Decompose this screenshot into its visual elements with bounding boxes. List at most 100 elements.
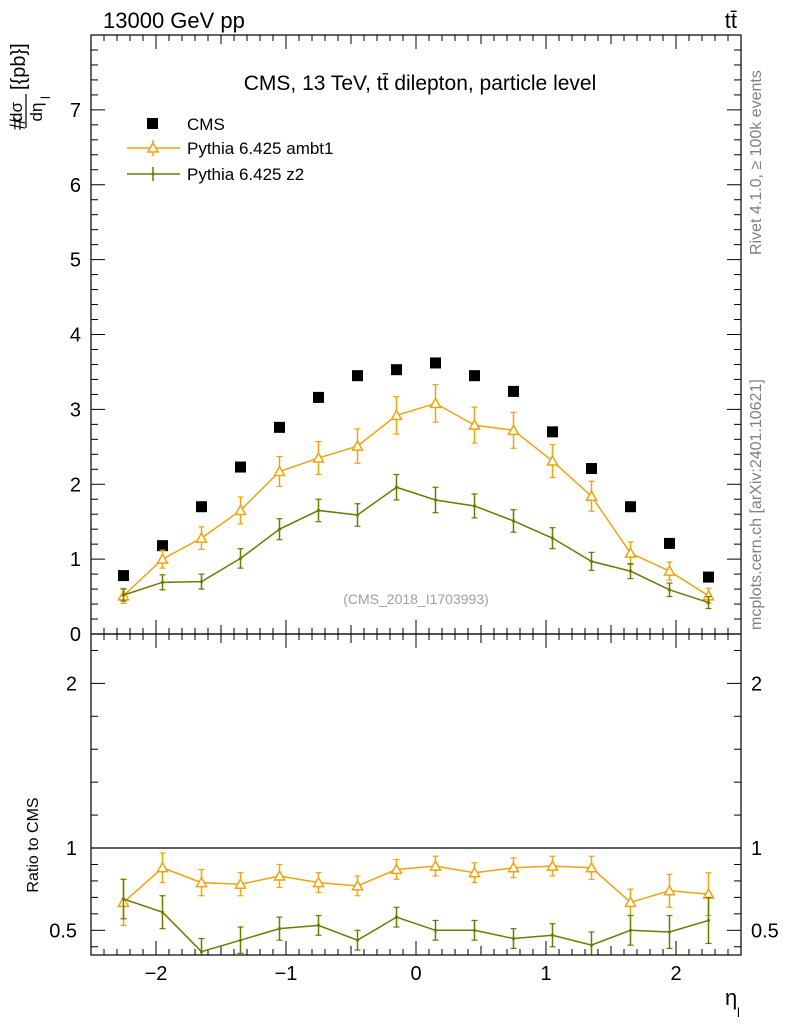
data-point	[273, 464, 286, 477]
ratio-point	[429, 859, 442, 871]
data-point	[118, 570, 129, 582]
x-axis-label: η l	[725, 985, 740, 1020]
main-y-tick-label: 0	[70, 624, 81, 646]
ratio-point	[277, 927, 282, 931]
ratio-point	[156, 861, 169, 873]
ratio-frame	[90, 633, 742, 956]
ratio-point	[160, 910, 165, 914]
ratio-y-tick-label-right: 0.5	[751, 920, 779, 942]
main-y-tick-label: 4	[70, 325, 81, 347]
ratio-point	[351, 879, 364, 891]
ratio-point	[234, 877, 247, 889]
data-point	[157, 540, 168, 552]
ratio-point	[624, 895, 637, 908]
data-point	[160, 580, 165, 584]
data-point	[433, 498, 438, 502]
legend-entry-cms: CMS	[147, 115, 225, 134]
ratio-point	[628, 928, 633, 932]
main-y-tick-label: 3	[70, 399, 81, 421]
data-point	[585, 489, 598, 501]
ratio-point	[511, 936, 516, 941]
data-point	[624, 546, 637, 558]
x-tick-label: 2	[670, 963, 681, 985]
y-label-numerator: dσ	[7, 102, 26, 122]
data-point	[313, 391, 324, 403]
ratio-y-tick-label-right: 1	[751, 838, 762, 860]
energy-label: 13000 GeV pp	[103, 8, 245, 33]
data-point	[352, 370, 363, 382]
ratio-point	[507, 861, 520, 873]
legend-cms-marker	[147, 118, 158, 129]
main-panel: 0 1 2 3 4 5 6 7 CMS, 13 TeV, tt̄ dilepton, part…	[5, 34, 742, 955]
ratio-point	[550, 933, 555, 937]
ratio-point	[663, 884, 676, 896]
data-point	[238, 556, 243, 560]
legend-ambt1-label: Pythia 6.425 ambt1	[187, 139, 333, 158]
y-label-hash: #	[5, 117, 30, 130]
ratio-y-tick-label: 2	[66, 673, 77, 695]
ratio-point	[273, 869, 286, 881]
data-point	[121, 593, 126, 597]
data-point	[312, 451, 325, 463]
y-label-denominator: dη	[27, 103, 46, 122]
main-y-label: # dσ dη l [{pb}]	[5, 43, 53, 130]
watermark: (CMS_2018_I1703993)	[343, 591, 489, 607]
data-point	[391, 364, 402, 376]
series-dot	[120, 473, 712, 610]
ratio-y-tick-label-right: 2	[751, 673, 762, 695]
x-tick-label: −1	[275, 963, 298, 985]
data-point	[703, 571, 714, 583]
ratio-point	[238, 938, 243, 942]
x-label-symbol: η	[725, 985, 737, 1010]
legend-ambt1-marker	[146, 141, 160, 153]
ratio-point	[589, 943, 594, 947]
main-y-tick-label: 1	[70, 549, 81, 571]
data-point	[156, 552, 169, 564]
process-label: tt̄	[725, 8, 737, 33]
data-point	[394, 485, 399, 489]
ratio-panel: 0.5 0.5 1 1 2 2 −2 −1 0 1 2 Ratio to CMS η l	[25, 633, 779, 1020]
ratio-point	[433, 928, 438, 932]
ratio-point	[585, 861, 598, 873]
data-point	[706, 600, 711, 605]
x-tick-label: −2	[145, 963, 168, 985]
ratio-y-label: Ratio to CMS	[25, 797, 42, 892]
legend-entry-z2: Pythia 6.425 z2	[127, 165, 304, 184]
ratio-point	[199, 950, 204, 954]
data-point	[277, 527, 282, 531]
data-point	[547, 426, 558, 438]
data-point	[550, 536, 555, 540]
data-point	[196, 501, 207, 513]
series-square	[118, 357, 714, 583]
data-point	[589, 559, 594, 563]
ratio-line	[123, 898, 709, 953]
data-point	[468, 418, 481, 430]
mcplots-label: mcplots.cern.ch [arXiv:2401.10621]	[748, 379, 765, 630]
ratio-series	[91, 847, 741, 955]
ratio-ticks: 0.5 0.5 1 1 2 2 −2 −1 0 1 2	[49, 649, 779, 985]
ratio-line	[123, 865, 709, 904]
data-point	[430, 357, 441, 369]
main-y-tick-label: 2	[70, 474, 81, 496]
data-point	[511, 519, 516, 523]
data-point	[625, 501, 636, 513]
data-point	[546, 454, 559, 466]
legend-entry-ambt1: Pythia 6.425 ambt1	[127, 139, 333, 158]
main-y-tick-label: 6	[70, 175, 81, 197]
x-tick-label: 0	[410, 963, 421, 985]
ratio-point	[195, 876, 208, 888]
data-point	[508, 385, 519, 397]
data-point	[234, 503, 247, 516]
data-point	[469, 370, 480, 382]
data-point	[667, 588, 672, 592]
ratio-y-tick-label: 1	[66, 838, 77, 860]
data-point	[586, 463, 597, 475]
ratio-point	[316, 923, 321, 927]
ratio-point	[472, 928, 477, 932]
ratio-point	[355, 938, 360, 942]
main-title: CMS, 13 TeV, tt̄ dilepton, particle leve…	[244, 72, 597, 95]
data-point	[195, 531, 208, 543]
y-label-unit: [{pb}]	[8, 43, 30, 90]
data-point	[628, 569, 633, 573]
rivet-label: Rivet 4.1.0, ≥ 100k events	[748, 70, 765, 255]
